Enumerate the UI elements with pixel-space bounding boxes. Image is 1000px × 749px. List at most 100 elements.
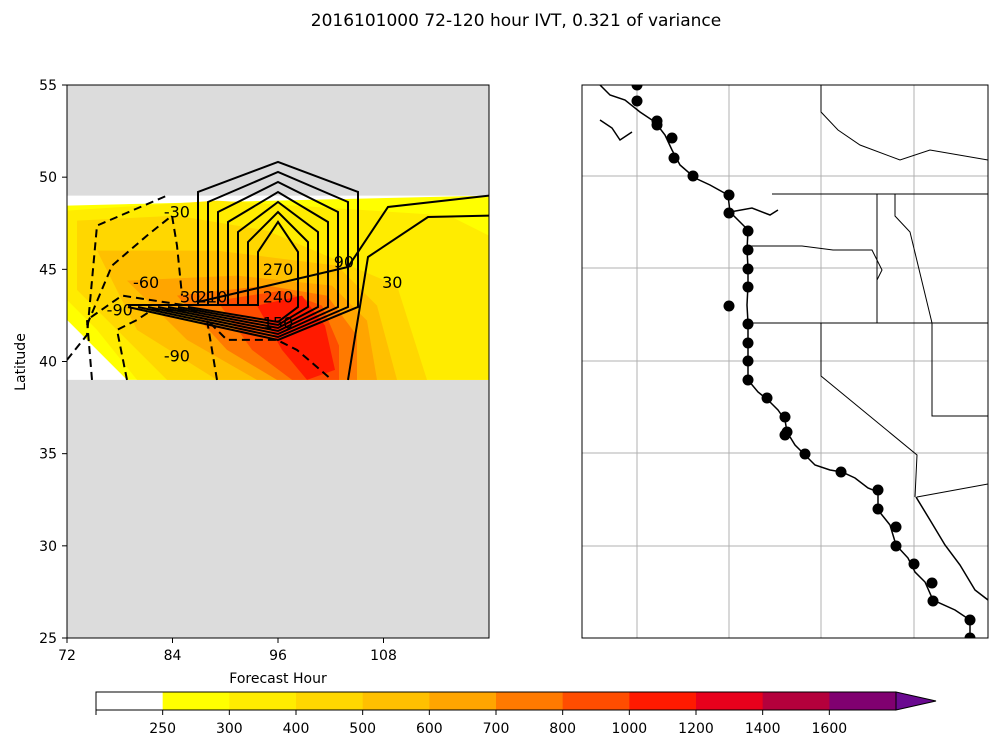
left-axes: 72 84 96 108 25 30 35 40 45 50 55 (39, 78, 397, 664)
y-tick-label: 35 (39, 447, 57, 463)
ivt-line-contours (67, 160, 489, 381)
contour-label: 150 (263, 313, 294, 332)
station-marker (666, 132, 678, 144)
contour-label: -90 (107, 300, 133, 319)
negative-contour (205, 317, 333, 381)
colorbar-tick-label: 250 (149, 721, 176, 737)
contour-label: 240 (263, 288, 294, 307)
colorbar-segment (562, 692, 630, 710)
contour-label: -90 (164, 347, 190, 366)
contour-label: 270 (263, 260, 294, 279)
positive-contour (197, 194, 489, 303)
contour-label: 30 (382, 273, 402, 292)
colorbar-tick-label: 300 (216, 721, 243, 737)
x-tick-label: 96 (269, 648, 287, 664)
station-marker (742, 355, 754, 367)
station-markers (631, 85, 976, 638)
positive-contour (187, 220, 299, 324)
colorbar-tick-label: 1400 (745, 721, 781, 737)
colorbar-segment (629, 692, 697, 710)
station-marker (779, 411, 791, 423)
station-marker (799, 448, 811, 460)
positive-contour (157, 190, 329, 333)
west-coast-map-panel (581, 84, 989, 639)
x-tick-label: 84 (164, 648, 182, 664)
x-tick-label: 72 (58, 648, 76, 664)
colorbar: 250 300 400 500 600 700 800 1000 1200 1400 1600 (95, 691, 937, 737)
station-marker (742, 263, 754, 275)
station-marker (723, 189, 735, 201)
colorbar-tick-label: 800 (549, 721, 576, 737)
station-marker (890, 540, 902, 552)
station-marker (781, 426, 793, 438)
station-marker (742, 225, 754, 237)
colorbar-tick-label: 1600 (812, 721, 848, 737)
station-marker (927, 595, 939, 607)
colorbar-tick-label: 1200 (678, 721, 714, 737)
colorbar-segment (362, 692, 430, 710)
colorbar-tick-label: 600 (416, 721, 443, 737)
colorbar-segment (296, 692, 364, 710)
positive-contour (177, 210, 309, 327)
contour-label: -30 (164, 203, 190, 222)
colorbar-segment (829, 692, 897, 710)
nevada-utah-border (931, 323, 988, 417)
california-nevada-border (820, 323, 918, 498)
station-marker (964, 632, 976, 638)
contour-label: 90 (334, 252, 354, 271)
positive-contour (347, 214, 489, 381)
positive-contour (147, 180, 339, 336)
station-marker (926, 577, 938, 589)
station-marker (723, 300, 735, 312)
station-marker (742, 318, 754, 330)
us-mexico-border (916, 483, 988, 498)
colorbar-segment (696, 692, 764, 710)
baja-east-coast (915, 496, 988, 601)
y-tick-label: 50 (39, 170, 57, 186)
y-tick-label: 30 (39, 539, 57, 555)
colorbar-extend-arrow (895, 691, 937, 711)
pacific-coastline (599, 85, 971, 638)
map-gridlines (582, 85, 988, 638)
colorbar-segment (96, 692, 164, 710)
idaho-border (894, 194, 933, 324)
contour-label: 210 (197, 288, 228, 307)
station-marker (742, 374, 754, 386)
station-marker (742, 337, 754, 349)
negative-contour (86, 213, 183, 326)
station-marker (908, 558, 920, 570)
colorbar-segment (162, 692, 230, 710)
positive-contour (137, 170, 349, 339)
station-marker (631, 85, 643, 91)
x-tick-label: 108 (370, 648, 397, 664)
station-marker (723, 207, 735, 219)
station-marker (687, 170, 699, 182)
puget-sound (729, 207, 779, 216)
station-marker (651, 119, 663, 131)
colorbar-segment (762, 692, 830, 710)
colorbar-tick-label: 700 (483, 721, 510, 737)
y-tick-label: 40 (39, 355, 57, 371)
negative-contour (85, 294, 188, 381)
figure-title: 2016101000 72-120 hour IVT, 0.321 of var… (311, 11, 721, 31)
colorbar-tick-label: 400 (283, 721, 310, 737)
colorbar-segment (229, 692, 297, 710)
island-coast (599, 119, 633, 142)
colorbar-segment (429, 692, 497, 710)
map-frame (581, 84, 989, 639)
y-axis-label: Latitude (13, 333, 29, 391)
station-marker (761, 392, 773, 404)
y-tick-label: 45 (39, 262, 57, 278)
station-marker (872, 503, 884, 515)
colorbar-segment (496, 692, 564, 710)
canada-province-border (820, 85, 988, 161)
colorbar-tick-label: 1000 (612, 721, 648, 737)
x-axis-label: Forecast Hour (229, 671, 327, 687)
station-marker (835, 466, 847, 478)
positive-contour (127, 160, 359, 342)
station-marker (742, 244, 754, 256)
contour-label: -60 (133, 273, 159, 292)
station-marker (668, 152, 680, 164)
